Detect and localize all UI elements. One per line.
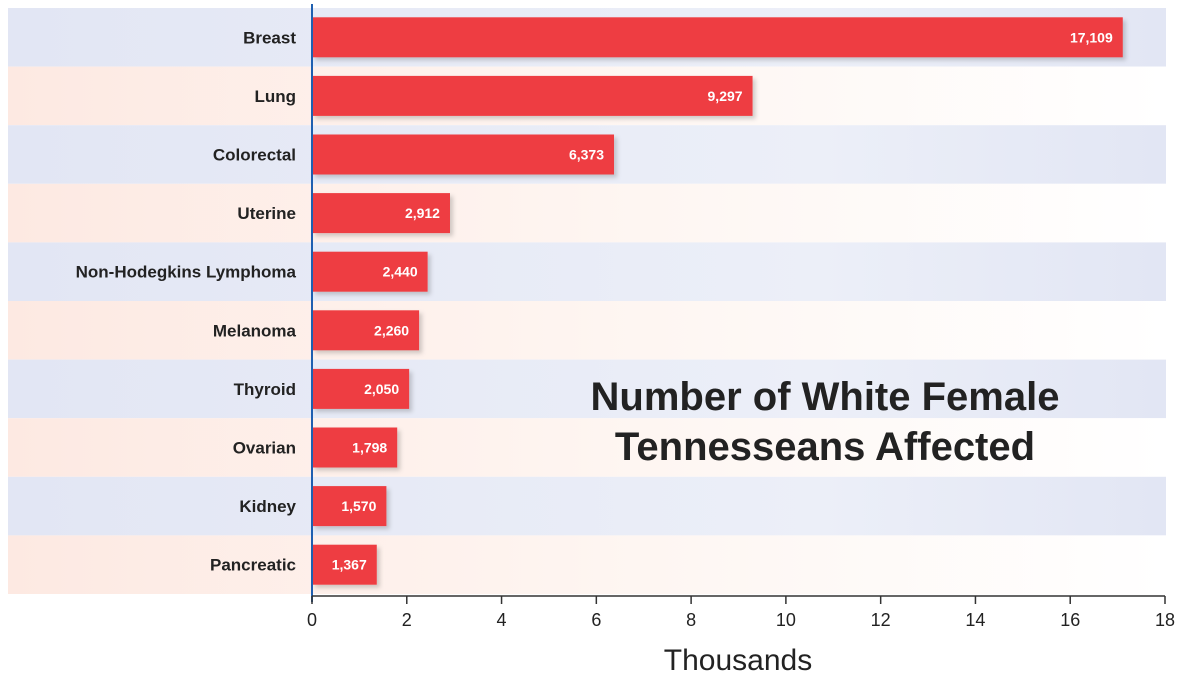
bar-breast bbox=[312, 17, 1123, 58]
category-label: Kidney bbox=[239, 497, 296, 516]
value-label: 2,050 bbox=[364, 381, 399, 397]
x-tick-label: 10 bbox=[776, 610, 796, 630]
value-label: 1,798 bbox=[352, 440, 387, 456]
category-label: Uterine bbox=[237, 204, 296, 223]
category-label: Thyroid bbox=[234, 380, 296, 399]
row-band bbox=[8, 301, 1166, 360]
row-band bbox=[8, 242, 1166, 301]
category-labels: Breast Lung Colorectal Uterine Non-Hodegkins… bbox=[76, 28, 297, 574]
category-label: Ovarian bbox=[233, 439, 296, 458]
bar-uterine bbox=[312, 193, 450, 234]
x-tick-label: 6 bbox=[591, 610, 601, 630]
x-tick-label: 14 bbox=[965, 610, 985, 630]
x-tick-label: 18 bbox=[1155, 610, 1175, 630]
row-bands bbox=[8, 8, 1166, 594]
bar-colorectal bbox=[312, 134, 615, 175]
x-tick-label: 0 bbox=[307, 610, 317, 630]
value-label: 1,367 bbox=[332, 557, 367, 573]
row-band bbox=[8, 183, 1166, 243]
category-label: Colorectal bbox=[213, 146, 296, 165]
row-band bbox=[8, 418, 1166, 477]
bar-pancreatic bbox=[312, 544, 377, 585]
bar-thyroid bbox=[312, 368, 410, 409]
value-label: 2,440 bbox=[383, 264, 418, 280]
chart-title-line-2: Tennesseans Affected bbox=[614, 425, 1036, 469]
bars-group: 17,109 9,297 6,373 2,912 2,440 2,260 2,050 1,79… bbox=[312, 17, 1123, 585]
x-tick-label: 8 bbox=[686, 610, 696, 630]
category-label: Breast bbox=[243, 28, 296, 47]
value-label: 6,373 bbox=[569, 147, 604, 163]
category-label: Lung bbox=[254, 87, 296, 106]
bar-lung bbox=[312, 75, 753, 116]
x-axis: 0 2 4 6 8 10 12 14 16 18 bbox=[307, 4, 1175, 630]
bar-ovarian bbox=[312, 427, 398, 468]
chart-title-line-1: Number of White Female bbox=[590, 375, 1060, 419]
bar-melanoma bbox=[312, 310, 420, 351]
bar-kidney bbox=[312, 486, 387, 527]
value-label: 2,260 bbox=[374, 322, 409, 338]
x-tick-label: 12 bbox=[871, 610, 891, 630]
value-label: 1,570 bbox=[341, 498, 376, 514]
value-label: 17,109 bbox=[1070, 29, 1113, 45]
row-band bbox=[8, 359, 1166, 419]
bar-non-hodegkins-lymphoma bbox=[312, 251, 428, 292]
x-tick-label: 2 bbox=[402, 610, 412, 630]
row-band bbox=[8, 535, 1166, 594]
value-label: 2,912 bbox=[405, 205, 440, 221]
value-label: 9,297 bbox=[708, 88, 743, 104]
row-band bbox=[8, 476, 1166, 536]
x-tick-label: 16 bbox=[1060, 610, 1080, 630]
category-label: Pancreatic bbox=[210, 556, 296, 575]
x-axis-title: Thousands bbox=[664, 644, 812, 674]
chart-title: Number of White Female Tennesseans Affec… bbox=[525, 372, 1125, 472]
x-tick-label: 4 bbox=[497, 610, 507, 630]
category-label: Melanoma bbox=[213, 321, 297, 340]
category-label: Non-Hodegkins Lymphoma bbox=[76, 263, 297, 282]
